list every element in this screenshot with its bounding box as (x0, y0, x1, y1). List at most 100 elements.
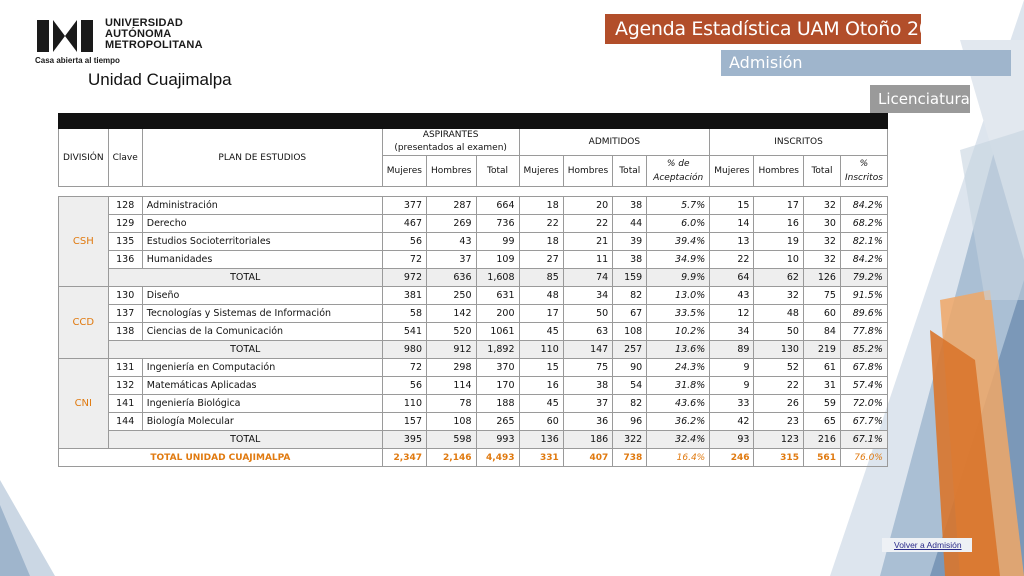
dm-cell: 17 (518, 304, 564, 323)
it-cell: 59 (802, 394, 841, 413)
ah-cell: 37 (426, 250, 477, 269)
grand-dh-cell: 407 (562, 448, 614, 467)
dh-cell: 20 (562, 196, 614, 215)
total-row: TOTAL 395 598 993 136 186 322 32.4% 93 123 216 67.1… (59, 430, 888, 449)
total-it-cell: 219 (802, 340, 841, 359)
aspirantes-title: ASPIRANTES (422, 130, 479, 140)
total-label-cell: TOTAL (107, 430, 383, 449)
back-to-admision-link[interactable]: Volver a Admisión (882, 538, 972, 552)
col-admitidos-header: ADMITIDOS (518, 128, 711, 156)
grand-pa-cell: 16.4% (646, 448, 711, 467)
total-label-cell: TOTAL (107, 268, 383, 287)
total-pi-cell: 85.2% (839, 340, 888, 359)
ah-cell: 520 (426, 322, 477, 341)
pi-cell: 68.2% (839, 214, 888, 233)
ins-hombres-header: Hombres (753, 155, 804, 187)
clave-cell: 128 (107, 196, 143, 215)
am-cell: 467 (381, 214, 428, 233)
clave-cell: 131 (107, 358, 143, 377)
grand-total-label: TOTAL UNIDAD CUAJIMALPA (58, 448, 383, 467)
clave-cell: 135 (107, 232, 143, 251)
pi-cell: 57.4% (839, 376, 888, 395)
dh-cell: 34 (562, 286, 614, 305)
logo-line-3: METROPOLITANA (105, 39, 203, 51)
im-cell: 43 (709, 286, 755, 305)
grand-dm-cell: 331 (518, 448, 564, 467)
pct-aceptacion-l2: Aceptación (653, 173, 704, 183)
ih-cell: 22 (753, 376, 804, 395)
at-cell: 265 (475, 412, 520, 431)
ih-cell: 23 (753, 412, 804, 431)
dt-cell: 38 (612, 196, 648, 215)
dm-cell: 48 (518, 286, 564, 305)
total-am-cell: 395 (381, 430, 428, 449)
total-ih-cell: 130 (753, 340, 804, 359)
plan-cell: Ingeniería Biológica (141, 394, 383, 413)
pa-cell: 5.7% (646, 196, 711, 215)
it-cell: 75 (802, 286, 841, 305)
at-cell: 1061 (475, 322, 520, 341)
ah-cell: 78 (426, 394, 477, 413)
col-aspirantes-header: ASPIRANTES (presentados al examen) (381, 128, 520, 156)
total-it-cell: 216 (802, 430, 841, 449)
asp-hombres-header: Hombres (426, 155, 477, 187)
total-im-cell: 93 (709, 430, 755, 449)
logo-wordmark: UNIVERSIDAD AUTÓNOMA METROPOLITANA (105, 18, 203, 51)
col-division-header: DIVISIÓN (58, 128, 109, 187)
dt-cell: 82 (612, 394, 648, 413)
pi-cell: 89.6% (839, 304, 888, 323)
total-at-cell: 1,892 (475, 340, 520, 359)
total-ah-cell: 636 (426, 268, 477, 287)
at-cell: 99 (475, 232, 520, 251)
ah-cell: 269 (426, 214, 477, 233)
im-cell: 14 (709, 214, 755, 233)
dh-cell: 38 (562, 376, 614, 395)
dm-cell: 18 (518, 232, 564, 251)
plan-cell: Administración (141, 196, 383, 215)
pi-cell: 84.2% (839, 250, 888, 269)
plan-cell: Ciencias de la Comunicación (141, 322, 383, 341)
clave-cell: 141 (107, 394, 143, 413)
plan-cell: Humanidades (141, 250, 383, 269)
uam-logo-mark-icon (37, 20, 93, 52)
pa-cell: 13.0% (646, 286, 711, 305)
dm-cell: 45 (518, 394, 564, 413)
logo-line-2: AUTÓNOMA (105, 28, 172, 40)
clave-cell: 129 (107, 214, 143, 233)
dh-cell: 11 (562, 250, 614, 269)
dh-cell: 36 (562, 412, 614, 431)
pa-cell: 34.9% (646, 250, 711, 269)
at-cell: 370 (475, 358, 520, 377)
pct-aceptacion-l1: % de (666, 159, 690, 169)
it-cell: 84 (802, 322, 841, 341)
total-dt-cell: 159 (612, 268, 648, 287)
table-row: 144 Biología Molecular 157 108 265 60 36 96 36.2… (59, 412, 888, 431)
pi-cell: 77.8% (839, 322, 888, 341)
dm-cell: 60 (518, 412, 564, 431)
pa-cell: 10.2% (646, 322, 711, 341)
col-inscritos-header: INSCRITOS (709, 128, 888, 156)
it-cell: 60 (802, 304, 841, 323)
total-ah-cell: 598 (426, 430, 477, 449)
at-cell: 170 (475, 376, 520, 395)
pct-aceptacion-header: % de Aceptación (646, 155, 711, 187)
am-cell: 541 (381, 322, 428, 341)
dh-cell: 22 (562, 214, 614, 233)
total-ih-cell: 62 (753, 268, 804, 287)
pa-cell: 6.0% (646, 214, 711, 233)
division-cell: CSH (58, 196, 109, 287)
dt-cell: 82 (612, 286, 648, 305)
total-dh-cell: 147 (562, 340, 614, 359)
table-body: CSH 128 Administración 377 287 664 18 20 38 5.7% 1… (58, 196, 888, 467)
am-cell: 110 (381, 394, 428, 413)
table-row: 129 Derecho 467 269 736 22 22 44 6.0% 14 16 30 68.2% (59, 214, 888, 233)
im-cell: 13 (709, 232, 755, 251)
ih-cell: 32 (753, 286, 804, 305)
dt-cell: 108 (612, 322, 648, 341)
it-cell: 61 (802, 358, 841, 377)
total-pa-cell: 32.4% (646, 430, 711, 449)
at-cell: 188 (475, 394, 520, 413)
total-am-cell: 980 (381, 340, 428, 359)
ih-cell: 19 (753, 232, 804, 251)
table-row: CSH 128 Administración 377 287 664 18 20 38 5.7% 1… (58, 196, 888, 287)
